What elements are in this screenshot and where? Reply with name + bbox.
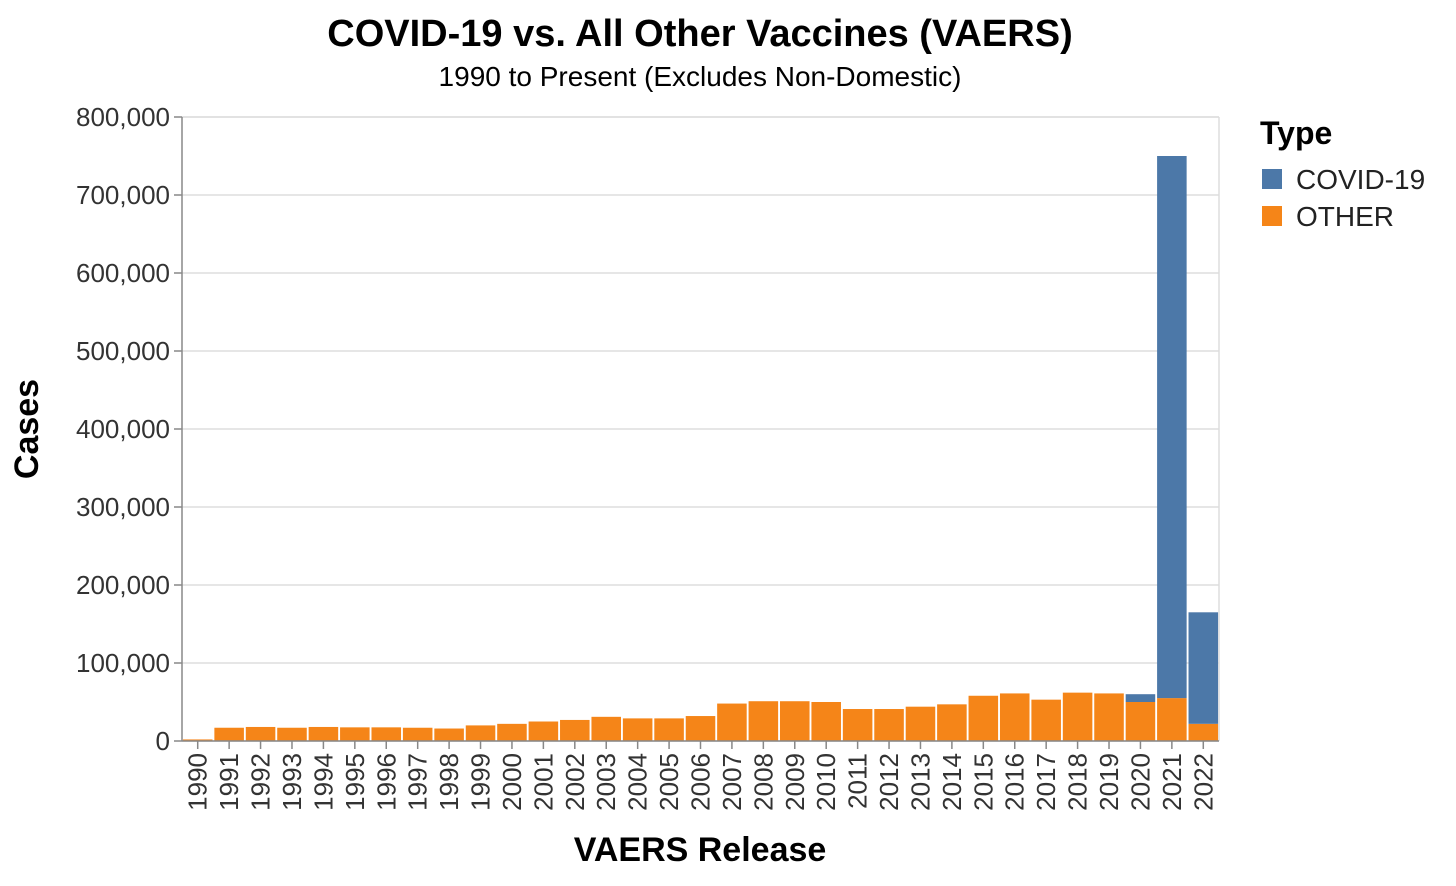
x-tick-label: 2021 [1157,753,1187,811]
x-tick-label: 1994 [308,753,338,811]
legend-title: Type [1260,115,1332,151]
x-tick-label: 2001 [528,753,558,811]
legend-label-covid: COVID-19 [1296,164,1425,195]
bar-covid-2021 [1157,156,1187,699]
bar-other-2003 [591,716,621,741]
bar-other-2012 [874,709,904,741]
legend-swatch-other [1262,206,1282,226]
bar-other-2017 [1031,699,1061,741]
x-tick-label: 2004 [623,753,653,811]
bar-other-2014 [937,704,967,741]
x-tick-label: 2012 [874,753,904,811]
bar-other-1997 [402,727,433,741]
y-tick-label: 800,000 [76,102,170,132]
bar-other-1995 [340,727,370,741]
chart-title: COVID-19 vs. All Other Vaccines (VAERS) [327,13,1072,55]
chart-subtitle: 1990 to Present (Excludes Non-Domestic) [439,61,962,92]
x-tick-label: 2018 [1063,753,1093,811]
bar-other-1996 [371,727,402,741]
bar-other-2021 [1157,698,1187,741]
x-tick-label: 2005 [654,753,684,811]
x-tick-label: 2003 [591,753,621,811]
bar-other-2005 [654,718,684,741]
bar-other-2007 [717,703,747,741]
x-tick-label: 1997 [403,753,433,811]
bar-other-2018 [1062,692,1093,741]
bar-other-2004 [622,718,653,741]
gridlines [182,116,1220,742]
bar-other-2022 [1188,723,1219,741]
bar-other-2000 [497,723,527,741]
bar-other-1992 [245,726,276,741]
bar-other-1990 [182,739,213,741]
x-tick-label: 2009 [780,753,810,811]
y-tick-label: 300,000 [76,492,170,522]
x-tick-label: 2011 [843,753,873,809]
bar-other-2015 [968,695,999,741]
x-tick-label: 1992 [246,753,276,811]
x-tick-label: 2015 [968,753,998,811]
x-tick-label: 2013 [905,753,935,811]
x-tick-label: 2007 [717,753,747,811]
y-tick-label: 700,000 [76,180,170,210]
x-tick-label: 1996 [371,753,401,811]
bar-other-1993 [277,727,307,741]
x-tick-label: 2000 [497,753,527,811]
x-tick-label: 2008 [748,753,778,811]
bar-other-2013 [905,706,936,741]
x-tick-label: 2017 [1031,753,1061,811]
y-tick-label: 200,000 [76,570,170,600]
bar-covid-2020 [1125,694,1156,702]
y-tick-label: 500,000 [76,336,170,366]
y-axis-title: Cases [8,379,46,479]
bar-other-1994 [308,726,339,741]
legend-label-other: OTHER [1296,201,1394,232]
x-axis-title: VAERS Release [574,831,827,869]
x-tick-label: 1993 [277,753,307,811]
bar-other-1999 [465,725,496,741]
x-tick-label: 2016 [1000,753,1030,811]
bar-other-2009 [780,701,810,741]
bar-other-2002 [560,719,590,741]
bar-covid-2022 [1188,612,1219,724]
x-tick-label: 2022 [1188,753,1218,811]
x-axis-ticks: 1990 1991 1992 1993 1994 1995 1996 1997 1998 1999… [183,741,1218,811]
x-tick-label: 2002 [560,753,590,811]
x-tick-label: 1999 [466,753,496,811]
x-tick-label: 2010 [811,753,841,811]
y-tick-label: 600,000 [76,258,170,288]
bar-other-2020 [1125,702,1156,741]
bar-other-2006 [685,716,716,741]
bar-other-1991 [214,727,244,741]
legend: Type COVID-19 OTHER [1260,115,1425,232]
bar-other-2010 [811,702,841,741]
x-tick-label: 1998 [434,753,464,811]
x-tick-label: 1990 [183,753,213,811]
y-tick-label: 400,000 [76,414,170,444]
x-tick-label: 1991 [214,753,244,811]
bar-other-2016 [999,693,1030,741]
bar-other-2001 [528,721,559,741]
bar-other-2019 [1094,693,1124,741]
x-tick-label: 2014 [937,753,967,811]
y-tick-label: 0 [156,726,170,756]
y-axis-ticks: 0 100,000 200,000 300,000 400,000 500,000 600,… [76,102,182,756]
x-tick-label: 2019 [1094,753,1124,811]
legend-swatch-covid [1262,169,1282,189]
bars [182,156,1219,741]
x-tick-label: 1995 [340,753,370,811]
bar-other-2008 [748,701,779,741]
x-tick-label: 2020 [1125,753,1155,811]
x-tick-label: 2006 [686,753,716,811]
bar-other-1998 [434,728,464,741]
bar-other-2011 [842,709,873,741]
y-tick-label: 100,000 [76,648,170,678]
